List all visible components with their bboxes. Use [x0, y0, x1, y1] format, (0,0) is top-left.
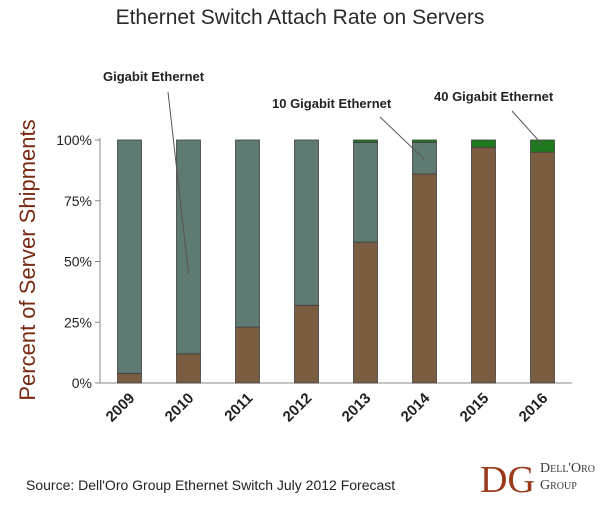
annotation-leader-line	[511, 110, 543, 146]
logo-wordmark: Dell'Oro Group	[540, 460, 595, 494]
x-tick-label: 2013	[339, 390, 375, 426]
bar-segment	[530, 139, 555, 153]
bar-segment	[117, 139, 142, 374]
series-annotation: 10 Gigabit Ethernet	[272, 96, 392, 111]
bar-segment	[471, 139, 496, 148]
bar-segment	[353, 241, 378, 384]
bar-segment	[530, 151, 555, 384]
annotation-leader-line	[379, 116, 425, 160]
x-tick-label: 2009	[103, 390, 139, 426]
bar-segment	[412, 142, 437, 175]
y-tick-label: 0%	[72, 375, 92, 391]
dell-oro-logo: DG	[480, 459, 535, 500]
series-annotation: Gigabit Ethernet	[103, 69, 205, 84]
bar-segment	[471, 146, 496, 384]
bar-segment	[235, 139, 260, 328]
y-tick-label: 100%	[56, 132, 92, 148]
bar-segment	[353, 142, 378, 243]
bar-segment	[412, 139, 437, 143]
bar-segment	[117, 372, 142, 384]
x-tick-label: 2012	[280, 390, 316, 426]
bar-segment	[412, 173, 437, 384]
bar-segment	[294, 139, 319, 306]
source-note: Source: Dell'Oro Group Ethernet Switch J…	[26, 477, 396, 493]
bar-segment	[176, 139, 201, 355]
bar-segment	[235, 326, 260, 384]
bar-segment	[294, 304, 319, 384]
x-tick-label: 2015	[457, 390, 493, 426]
x-tick-label: 2011	[221, 390, 256, 425]
logo-line-1: Dell'Oro	[540, 461, 595, 476]
logo-mark: DG	[480, 459, 535, 500]
annotation-leader-line	[167, 91, 189, 274]
x-tick-label: 2010	[162, 390, 198, 426]
logo-line-2: Group	[540, 478, 577, 493]
series-annotation: 40 Gigabit Ethernet	[434, 89, 554, 104]
chart-title: Ethernet Switch Attach Rate on Servers	[115, 6, 485, 29]
y-tick-label: 50%	[64, 254, 92, 270]
y-tick-label: 75%	[64, 193, 92, 209]
x-tick-label: 2014	[398, 389, 434, 425]
y-tick-label: 25%	[64, 314, 92, 330]
x-tick-label: 2016	[516, 390, 552, 426]
bar-segment	[353, 139, 378, 143]
bar-segment	[176, 353, 201, 384]
